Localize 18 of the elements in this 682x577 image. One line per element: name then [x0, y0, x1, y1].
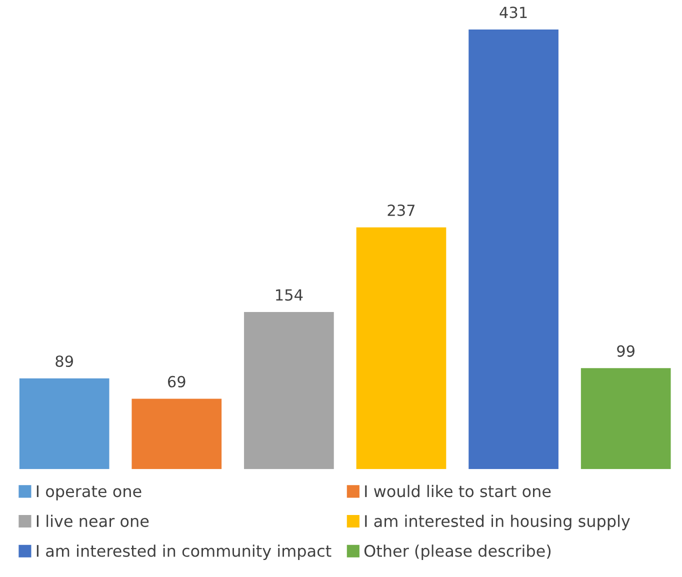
bar [468, 29, 558, 470]
bar [580, 368, 671, 470]
legend-label: I am interested in community impact [36, 544, 332, 560]
data-label: 99 [617, 345, 634, 357]
bar [356, 227, 446, 470]
bar [19, 378, 110, 470]
bar [132, 398, 222, 470]
data-label: 237 [388, 204, 415, 216]
data-label: 431 [500, 6, 527, 18]
data-label: 154 [276, 289, 303, 301]
data-label: 89 [56, 355, 73, 368]
data-label: 69 [168, 376, 186, 388]
legend-label: I would like to start one [365, 484, 551, 498]
bar [244, 312, 334, 470]
legend-label: I am interested in housing supply [365, 514, 630, 530]
legend-label: I live near one [36, 514, 149, 528]
legend-label: Other (please describe) [364, 544, 551, 560]
legend-label: I operate one [36, 485, 142, 500]
